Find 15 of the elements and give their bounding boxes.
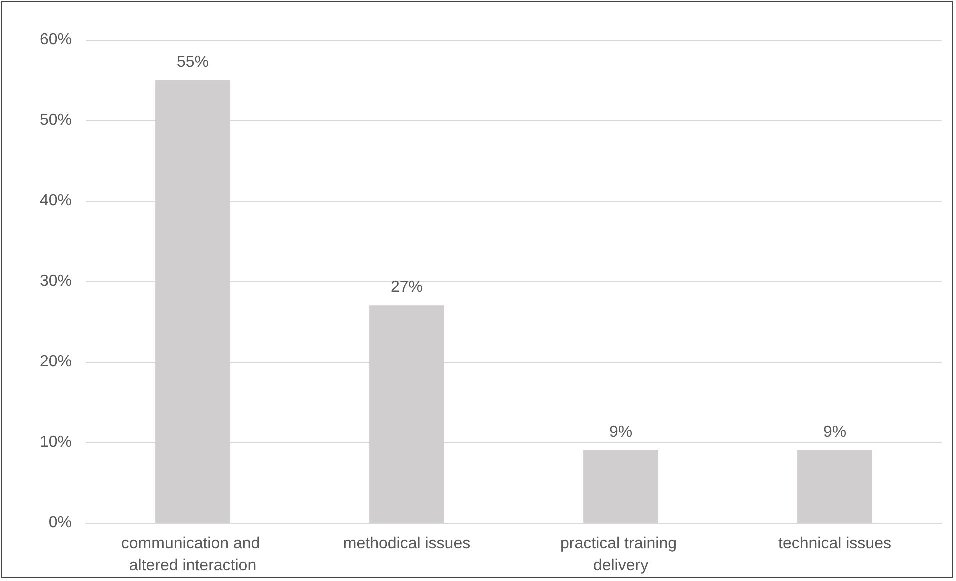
y-tick-label: 20% (40, 354, 72, 370)
x-tick-label: practical training delivery (560, 536, 682, 574)
data-label: 9% (823, 424, 847, 442)
data-label: 55% (176, 54, 210, 71)
y-tick-label: 40% (40, 192, 72, 210)
y-tick-label: 60% (40, 32, 72, 48)
data-label: 9% (609, 424, 633, 442)
x-tick-label: methodical issues (343, 536, 471, 552)
y-tick-label: 50% (40, 112, 72, 129)
x-tick-label: technical issues (778, 536, 892, 552)
y-tick-label: 0% (48, 514, 72, 532)
y-tick-label: 30% (40, 273, 72, 290)
x-tick-label: communication and altered interaction (121, 536, 265, 574)
data-label: 27% (390, 279, 424, 296)
y-tick-label: 10% (40, 434, 72, 451)
